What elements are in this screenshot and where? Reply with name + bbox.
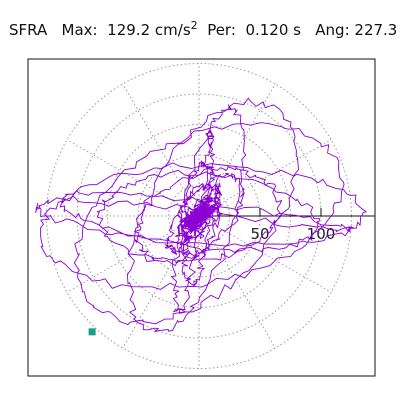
angle-value: 227.3 — [354, 21, 398, 39]
grid-spoke-60 — [198, 83, 276, 217]
station-code: SFRA — [9, 21, 48, 39]
max-value: 129.2 — [107, 21, 151, 39]
period-value: 0.120 s — [245, 21, 301, 39]
max-label: Max: — [61, 21, 98, 39]
max-unit: cm/s — [154, 21, 191, 39]
max-amplitude-marker — [88, 328, 96, 336]
axis-tick-label-50: 50 — [250, 225, 269, 243]
period-label: Per: — [207, 21, 236, 39]
grid-spoke-30 — [198, 139, 332, 217]
axis-tick-label-100: 100 — [307, 225, 336, 243]
grid-spoke-150 — [66, 139, 200, 217]
max-marker-layer — [88, 328, 96, 336]
chart-title: SFRA Max: 129.2 cm/s2 Per: 0.120 s Ang: … — [9, 16, 397, 40]
orbit-trace — [35, 97, 367, 332]
angle-label: Ang: — [315, 21, 350, 39]
radial-axis: 50 100 — [199, 208, 375, 243]
plot-frame — [27, 58, 376, 377]
max-unit-exponent: 2 — [190, 19, 198, 32]
grid-spoke-330 — [198, 215, 332, 293]
orbit-path — [35, 97, 367, 332]
